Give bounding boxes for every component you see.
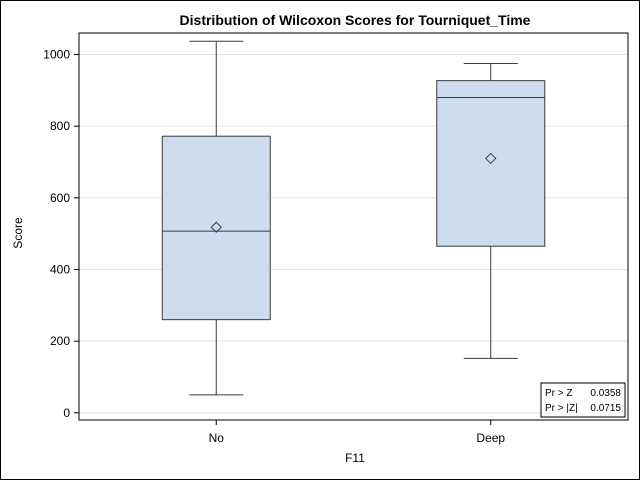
- y-tick-label: 400: [50, 263, 70, 277]
- stats-inset-label: Pr > Z: [545, 388, 573, 399]
- stats-inset: Pr > Z 0.0358 Pr > |Z| 0.0715: [540, 382, 626, 418]
- plot-area-border: [78, 32, 629, 421]
- y-tick-label: 1000: [43, 48, 70, 62]
- y-tick-label: 200: [50, 334, 70, 348]
- y-axis-label: Score: [11, 217, 25, 249]
- boxes-layer: [161, 40, 546, 396]
- chart-title: Distribution of Wilcoxon Scores for Tour…: [180, 12, 531, 28]
- gridlines: [79, 54, 628, 414]
- stats-inset-value: 0.0715: [590, 403, 621, 414]
- y-tick-label: 600: [50, 191, 70, 205]
- mean-marker: [485, 152, 497, 165]
- iqr-box: [161, 135, 271, 321]
- stats-inset-box: [540, 382, 626, 418]
- stats-inset-label: Pr > |Z|: [545, 403, 578, 414]
- x-tick-label: Deep: [476, 431, 505, 445]
- stats-inset-value: 0.0358: [590, 388, 621, 399]
- y-tick-label: 0: [63, 406, 70, 420]
- y-tick-label: 800: [50, 119, 70, 133]
- axes-layer: 0 200 400 600 800 1000 No Deep: [43, 32, 629, 445]
- mean-marker: [210, 221, 222, 233]
- x-tick-label: No: [209, 431, 225, 445]
- x-axis-label: F11: [345, 451, 365, 465]
